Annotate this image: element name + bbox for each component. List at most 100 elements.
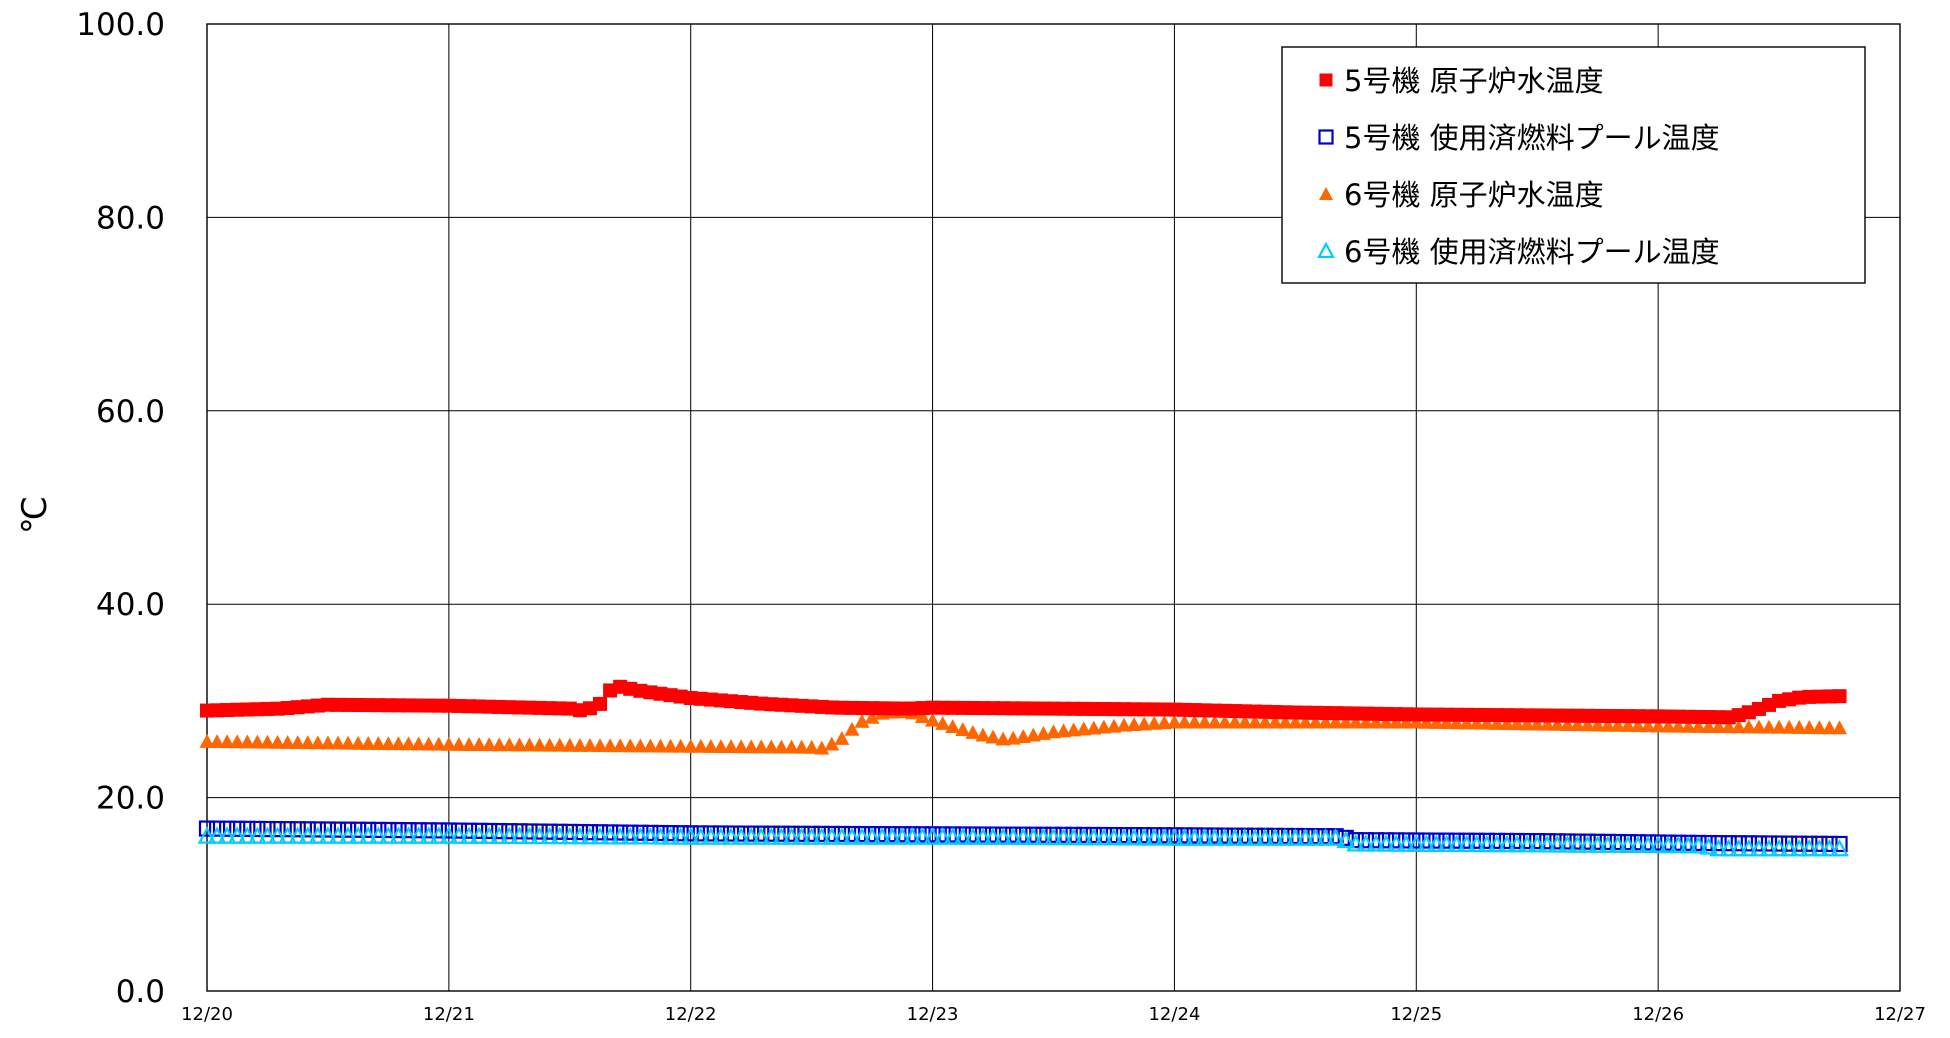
data-point: [1064, 827, 1083, 846]
data-point: [935, 715, 951, 730]
data-point: [1265, 828, 1285, 846]
data-point: [983, 827, 1003, 845]
data-point: [1114, 828, 1134, 846]
y-tick-label: 20.0: [96, 781, 165, 817]
data-point: [1549, 716, 1565, 731]
data-point: [592, 738, 608, 752]
data-point: [1197, 714, 1213, 729]
data-point: [1600, 717, 1616, 732]
data-point: [1086, 720, 1102, 735]
data-point: [1529, 716, 1545, 731]
data-point: [852, 827, 872, 845]
x-tick-label: 12/21: [423, 1004, 475, 1025]
data-point: [308, 826, 328, 844]
legend-marker: [1317, 241, 1335, 259]
data-point: [1590, 717, 1606, 732]
data-point: [1267, 714, 1283, 729]
data-point: [479, 826, 499, 844]
data-point: [681, 827, 701, 845]
x-tick-label: 12/22: [665, 1004, 717, 1025]
data-point: [1618, 835, 1638, 853]
data-point: [1255, 828, 1275, 846]
data-point: [1709, 839, 1728, 857]
data-point: [1207, 714, 1223, 729]
data-point: [844, 721, 860, 736]
data-point: [1740, 835, 1757, 852]
data-point: [1227, 714, 1243, 729]
y-axis-label: ℃: [15, 496, 55, 534]
data-point: [743, 739, 759, 754]
data-point: [854, 713, 870, 728]
data-point: [370, 821, 387, 839]
data-point: [1781, 835, 1798, 852]
data-point: [812, 827, 832, 845]
data-point: [802, 827, 821, 845]
legend-box: [1281, 46, 1866, 284]
data-point: [1406, 834, 1426, 852]
data-point: [703, 739, 719, 753]
data-point: [671, 827, 690, 845]
data-point: [1469, 715, 1485, 730]
data-point: [1287, 714, 1303, 729]
data-point: [309, 821, 326, 838]
data-point: [1356, 834, 1376, 852]
data-point: [1789, 839, 1809, 857]
data-point: [652, 738, 668, 753]
data-point: [1750, 835, 1768, 852]
data-point: [1499, 716, 1515, 730]
data-point: [965, 724, 981, 739]
data-point: [610, 827, 630, 845]
data-point: [1096, 719, 1112, 734]
data-point: [207, 826, 227, 844]
data-point: [1527, 835, 1547, 853]
data-point: [542, 737, 558, 752]
data-point: [1821, 835, 1838, 853]
data-point: [1187, 714, 1203, 729]
data-point: [1348, 714, 1364, 729]
data-point: [270, 734, 286, 749]
data-point: [410, 822, 427, 839]
data-point: [1459, 715, 1475, 730]
data-point: [1126, 717, 1142, 731]
data-point: [794, 739, 810, 754]
series-layer: [197, 679, 1849, 857]
data-point: [1801, 720, 1817, 734]
y-tick-label: 100.0: [76, 7, 165, 43]
legend-item: 5号機 使用済燃料プール温度: [1318, 121, 1720, 155]
data-point: [288, 826, 308, 844]
data-point: [1751, 719, 1767, 734]
data-point: [1447, 834, 1466, 853]
data-point: [1013, 827, 1033, 846]
data-point: [280, 734, 296, 749]
data-point: [1368, 714, 1384, 729]
data-point: [1084, 828, 1104, 846]
data-point: [1134, 828, 1154, 846]
data-point: [1175, 828, 1194, 846]
data-point: [1366, 834, 1386, 852]
data-point: [1408, 714, 1424, 729]
data-point: [249, 734, 265, 749]
data-point: [400, 822, 417, 839]
data-point: [1701, 719, 1717, 733]
data-point: [1690, 718, 1706, 733]
data-point: [1116, 717, 1132, 732]
data-point: [399, 826, 418, 844]
axes: 0.0 20.0 40.0 60.0 80.0 100.0 12/20 12/21 12/22 1…: [76, 7, 1926, 1025]
data-point: [1386, 834, 1406, 852]
data-point: [1761, 719, 1777, 734]
data-point: [945, 719, 961, 734]
data-point: [1832, 689, 1847, 704]
data-point: [269, 821, 286, 838]
data-point: [1165, 828, 1184, 846]
legend-label: 5号機 使用済燃料プール温度: [1344, 121, 1720, 155]
data-point: [491, 737, 507, 752]
data-point: [481, 822, 498, 840]
data-point: [411, 736, 427, 751]
data-point: [1439, 715, 1455, 730]
data-point: [229, 734, 245, 749]
data-point: [1598, 835, 1618, 853]
data-point: [471, 737, 487, 752]
data-point: [320, 735, 336, 750]
data-point: [237, 826, 257, 844]
